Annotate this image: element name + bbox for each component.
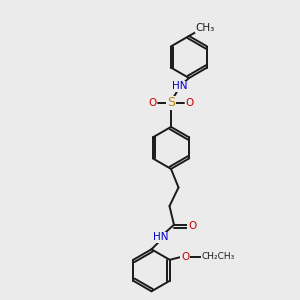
Text: O: O bbox=[181, 252, 189, 262]
Text: HN: HN bbox=[172, 81, 187, 92]
Text: HN: HN bbox=[153, 232, 168, 242]
Text: O: O bbox=[185, 98, 194, 108]
Text: O: O bbox=[188, 221, 196, 231]
Text: S: S bbox=[167, 96, 175, 110]
Text: CH₃: CH₃ bbox=[196, 22, 215, 33]
Text: CH₂CH₃: CH₂CH₃ bbox=[202, 252, 235, 261]
Text: O: O bbox=[148, 98, 157, 108]
